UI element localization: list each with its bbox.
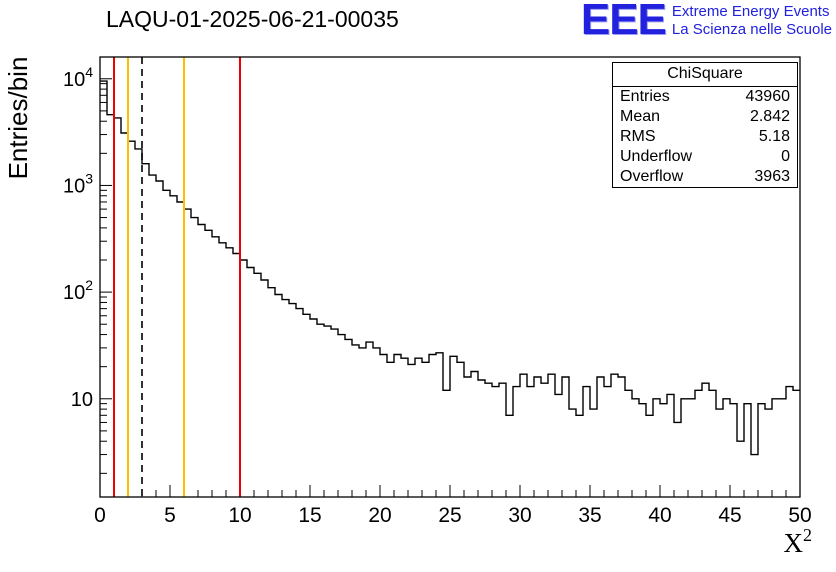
y-axis-tick-label: 104 [63,64,93,91]
stats-value: 0 [781,148,790,165]
x-axis-tick-label: 10 [228,504,251,527]
stats-row: Entries 43960 [613,87,797,107]
eee-logo-line2: La Scienza nelle Scuole [671,21,832,38]
stats-value: 43960 [745,88,791,105]
stats-value: 2.842 [749,108,790,125]
x-axis-tick-label: 30 [508,504,531,527]
eee-logo-line1: Extreme Energy Events [671,3,830,20]
x-axis-tick-label: 20 [368,504,391,527]
x-axis-tick-label: 40 [648,504,671,527]
x-axis-tick-label: 0 [94,504,106,527]
histogram-line [100,80,800,456]
stats-row: RMS 5.18 [613,127,797,147]
x-axis-tick-label: 5 [164,504,176,527]
stats-title: ChiSquare [613,63,797,87]
y-axis: 10 102 103 104 [63,64,112,474]
y-axis-tick-label: 102 [63,277,93,304]
x-axis: 0 5 10 15 20 25 30 35 40 45 50 [94,485,812,527]
stats-rows: Entries 43960 Mean 2.842 RMS 5.18 Underflow 0 Ov… [613,87,797,187]
x-axis-tick-label: 50 [788,504,811,527]
x-axis-tick-label: 25 [438,504,461,527]
stats-row: Overflow 3963 [613,167,797,187]
stats-row: Underflow 0 [613,147,797,167]
stats-value: 3963 [754,168,790,185]
plot-title: LAQU-01-2025-06-21-00035 [106,6,399,32]
x-axis-tick-label: 35 [578,504,601,527]
x-axis-tick-label: 15 [298,504,321,527]
stats-label: Overflow [620,168,684,185]
stats-row: Mean 2.842 [613,107,797,127]
stats-label: RMS [620,128,656,145]
eee-logo-text: Extreme Energy Events La Scienza nelle S… [672,0,832,39]
stats-label: Underflow [620,148,693,165]
y-axis-tick-label: 10 [71,389,93,411]
plot-frame [99,56,801,498]
eee-logo: EEE Extreme Energy Events La Scienza nel… [580,0,832,44]
x-axis-title: X2 [784,525,813,558]
y-axis-title: Entries/bin [3,57,33,180]
stats-label: Entries [620,88,670,105]
stats-box: ChiSquare Entries 43960 Mean 2.842 RMS 5.18 Un… [612,62,798,188]
eee-logo-mark: EEE [580,0,667,44]
stats-value: 5.18 [758,128,790,145]
x-axis-tick-label: 45 [718,504,741,527]
y-axis-tick-label: 103 [63,170,93,197]
stats-label: Mean [620,108,661,125]
